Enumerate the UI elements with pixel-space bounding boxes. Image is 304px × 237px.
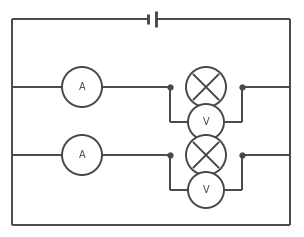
Circle shape bbox=[188, 104, 224, 140]
Text: V: V bbox=[203, 185, 209, 195]
Text: A: A bbox=[79, 82, 85, 92]
Text: V: V bbox=[203, 117, 209, 127]
Text: A: A bbox=[79, 150, 85, 160]
Circle shape bbox=[62, 135, 102, 175]
Circle shape bbox=[186, 67, 226, 107]
Circle shape bbox=[188, 172, 224, 208]
Circle shape bbox=[186, 135, 226, 175]
Circle shape bbox=[62, 67, 102, 107]
